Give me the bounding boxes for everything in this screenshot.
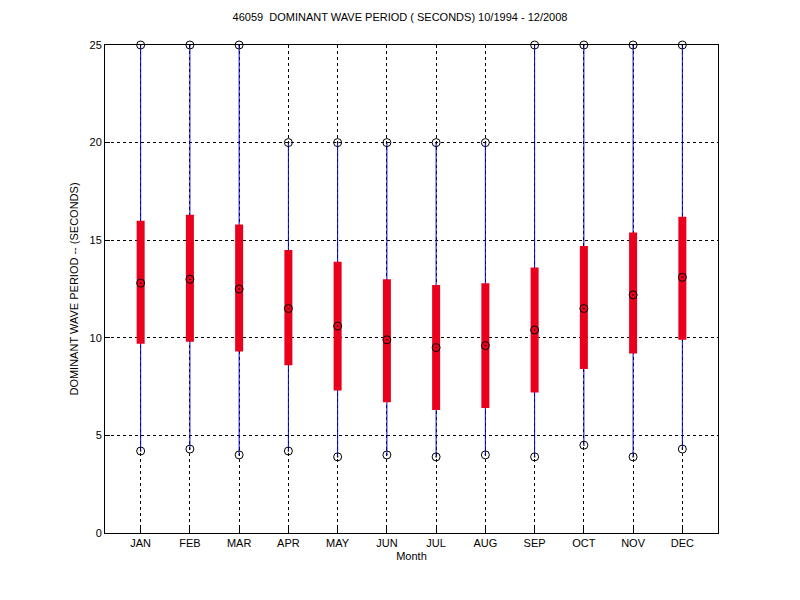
svg-text:46059 DOMINANT WAVE PERIOD (: 46059 DOMINANT WAVE PERIOD ( SECONDS) 10… — [233, 11, 568, 23]
svg-text:Month: Month — [396, 550, 427, 562]
svg-text:JUN: JUN — [376, 537, 397, 549]
svg-text:DEC: DEC — [671, 537, 694, 549]
svg-text:APR: APR — [277, 537, 300, 549]
svg-text:SEP: SEP — [524, 537, 546, 549]
svg-text:NOV: NOV — [621, 537, 646, 549]
svg-text:MAY: MAY — [326, 537, 350, 549]
svg-text:JAN: JAN — [130, 537, 151, 549]
svg-text:FEB: FEB — [179, 537, 200, 549]
svg-text:20: 20 — [90, 136, 102, 148]
svg-text:5: 5 — [96, 429, 102, 441]
svg-text:25: 25 — [90, 39, 102, 51]
svg-text:0: 0 — [96, 527, 102, 539]
svg-text:OCT: OCT — [572, 537, 596, 549]
svg-text:10: 10 — [90, 332, 102, 344]
svg-text:MAR: MAR — [227, 537, 252, 549]
svg-text:15: 15 — [90, 234, 102, 246]
svg-text:DOMINANT WAVE PERIOD -- (SECON: DOMINANT WAVE PERIOD -- (SECONDS) — [68, 182, 80, 395]
svg-text:JUL: JUL — [426, 537, 446, 549]
svg-text:AUG: AUG — [473, 537, 497, 549]
